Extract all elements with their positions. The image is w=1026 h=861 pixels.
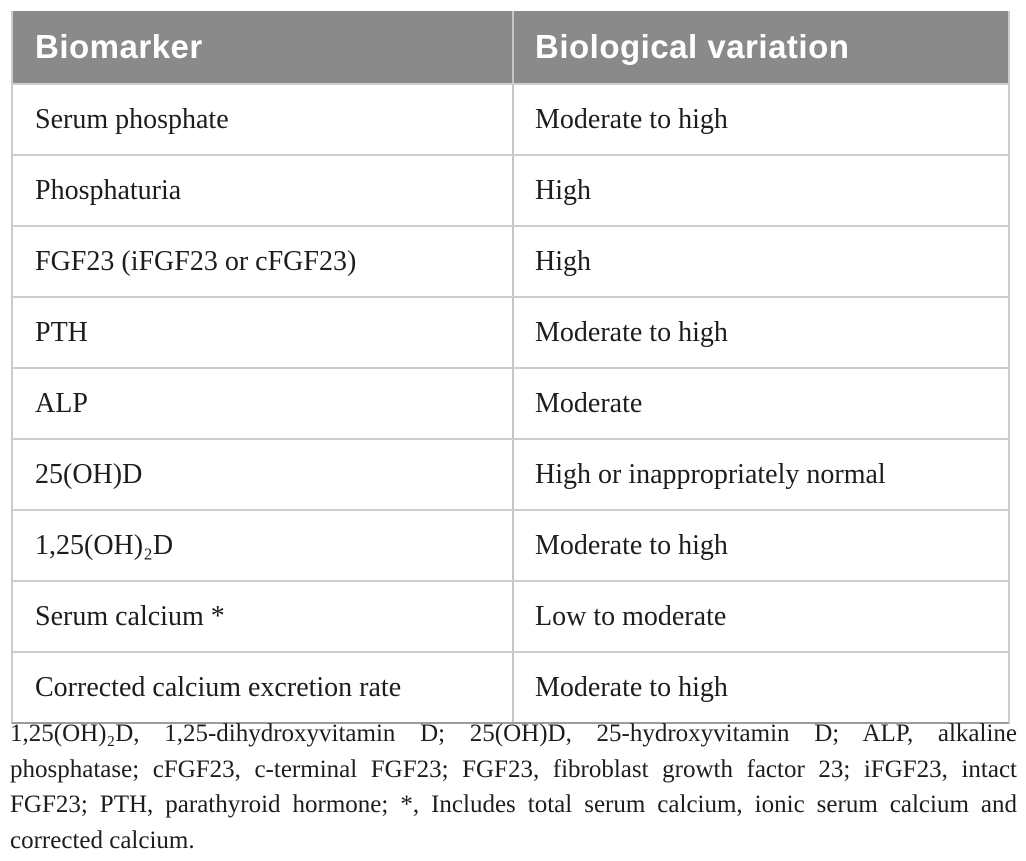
cell-variation: Moderate to high — [535, 103, 728, 135]
table-row: Corrected calcium excretion rate Moderat… — [13, 651, 1008, 722]
table-row: FGF23 (iFGF23 or cFGF23) High — [13, 225, 1008, 296]
cell-biomarker: 25(OH)D — [13, 440, 514, 509]
column-header-biomarker: Biomarker — [13, 11, 514, 83]
table-row: 25(OH)D High or inappropriately normal — [13, 438, 1008, 509]
cell-variation: High or inappropriately normal — [535, 458, 886, 490]
table-row: Phosphaturia High — [13, 154, 1008, 225]
cell-biomarker: PTH — [13, 298, 514, 367]
cell-variation: Moderate to high — [535, 316, 728, 348]
table-row: ALP Moderate — [13, 367, 1008, 438]
cell-variation: High — [535, 245, 591, 277]
cell-variation: Moderate to high — [535, 529, 728, 561]
table-row: Serum phosphate Moderate to high — [13, 83, 1008, 154]
table-row: PTH Moderate to high — [13, 296, 1008, 367]
cell-biomarker: Phosphaturia — [13, 156, 514, 225]
table-row: Serum calcium * Low to moderate — [13, 580, 1008, 651]
table-header-row: Biomarker Biological variation — [13, 11, 1008, 83]
table-footnote: 1,25(OH)₂D, 1,25-dihydroxyvitamin D; 25(… — [10, 720, 1017, 854]
table-row: 1,25(OH)₂D Moderate to high — [13, 509, 1008, 580]
cell-biomarker: Corrected calcium excretion rate — [13, 653, 514, 722]
cell-biomarker: 1,25(OH)₂D — [13, 511, 514, 580]
column-header-biological-variation: Biological variation — [535, 28, 850, 65]
cell-biomarker: ALP — [13, 369, 514, 438]
cell-variation: High — [535, 174, 591, 206]
cell-biomarker: Serum phosphate — [13, 85, 514, 154]
cell-variation: Moderate — [535, 387, 643, 419]
cell-biomarker: Serum calcium * — [13, 582, 514, 651]
cell-biomarker: FGF23 (iFGF23 or cFGF23) — [13, 227, 514, 296]
biomarker-table: Biomarker Biological variation Serum pho… — [11, 11, 1010, 724]
cell-variation: Moderate to high — [535, 671, 728, 703]
cell-variation: Low to moderate — [535, 600, 727, 632]
